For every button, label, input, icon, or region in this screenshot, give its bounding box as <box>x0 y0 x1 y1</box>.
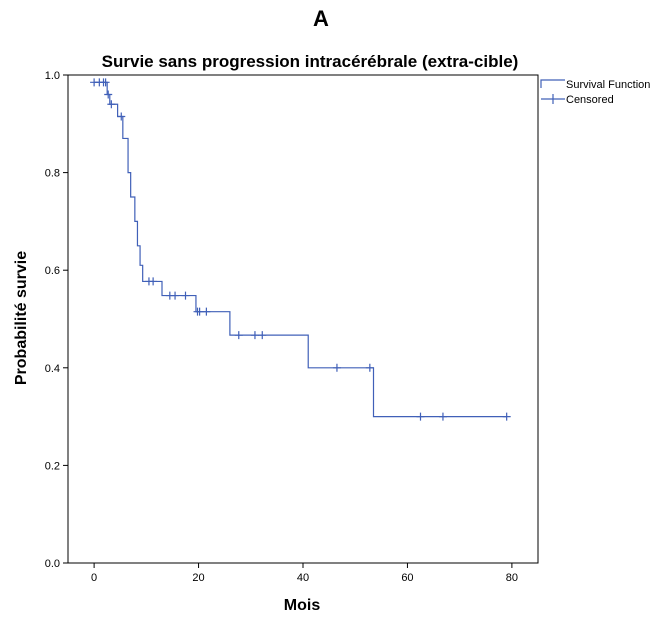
censored-marker <box>149 277 158 286</box>
censored-marker <box>438 412 447 421</box>
legend-label-survival-function: Survival Function <box>566 79 650 91</box>
legend-item-censored: Censored <box>541 94 614 106</box>
censored-marker <box>101 78 110 87</box>
censored-marker <box>195 307 204 316</box>
x-tick-label: 20 <box>192 572 204 584</box>
panel-label: A <box>313 6 329 31</box>
censored-marker <box>250 331 259 340</box>
censored-marker <box>107 100 116 109</box>
series-layer <box>90 78 511 421</box>
y-tick-label: 0.8 <box>45 168 60 180</box>
censored-marker <box>202 307 211 316</box>
censored-marker <box>117 112 126 121</box>
x-axis-label: Mois <box>284 597 321 614</box>
legend-label-censored: Censored <box>566 94 614 106</box>
censored-marker <box>332 363 341 372</box>
chart-title: Survie sans progression intracérébrale (… <box>102 52 519 71</box>
y-axis-label: Probabilité survie <box>13 251 30 385</box>
legend-item-survival-function: Survival Function <box>540 79 650 91</box>
y-tick-label: 1.0 <box>45 70 60 82</box>
x-axis: 0 20 40 60 80 <box>91 563 518 584</box>
censored-marker <box>502 412 511 421</box>
censored-marker <box>104 90 113 99</box>
y-axis: 0.0 0.2 0.4 0.6 0.8 1.0 <box>45 70 68 570</box>
x-tick-label: 0 <box>91 572 97 584</box>
x-tick-label: 60 <box>401 572 413 584</box>
legend: Survival Function Censored <box>540 79 650 106</box>
censored-marker <box>365 363 374 372</box>
x-tick-label: 40 <box>297 572 309 584</box>
censored-marker <box>416 412 425 421</box>
y-tick-label: 0.2 <box>45 460 60 472</box>
survival-function-line <box>94 81 507 418</box>
legend-plus-icon <box>541 94 565 104</box>
x-tick-label: 80 <box>506 572 518 584</box>
censored-marker <box>171 291 180 300</box>
censored-marker <box>234 331 243 340</box>
censored-marker <box>181 291 190 300</box>
y-tick-label: 0.0 <box>45 558 60 570</box>
y-tick-label: 0.4 <box>45 363 60 375</box>
censored-marker <box>258 331 267 340</box>
plot-frame <box>67 74 539 564</box>
legend-step-icon <box>540 79 565 88</box>
y-tick-label: 0.6 <box>45 265 60 277</box>
